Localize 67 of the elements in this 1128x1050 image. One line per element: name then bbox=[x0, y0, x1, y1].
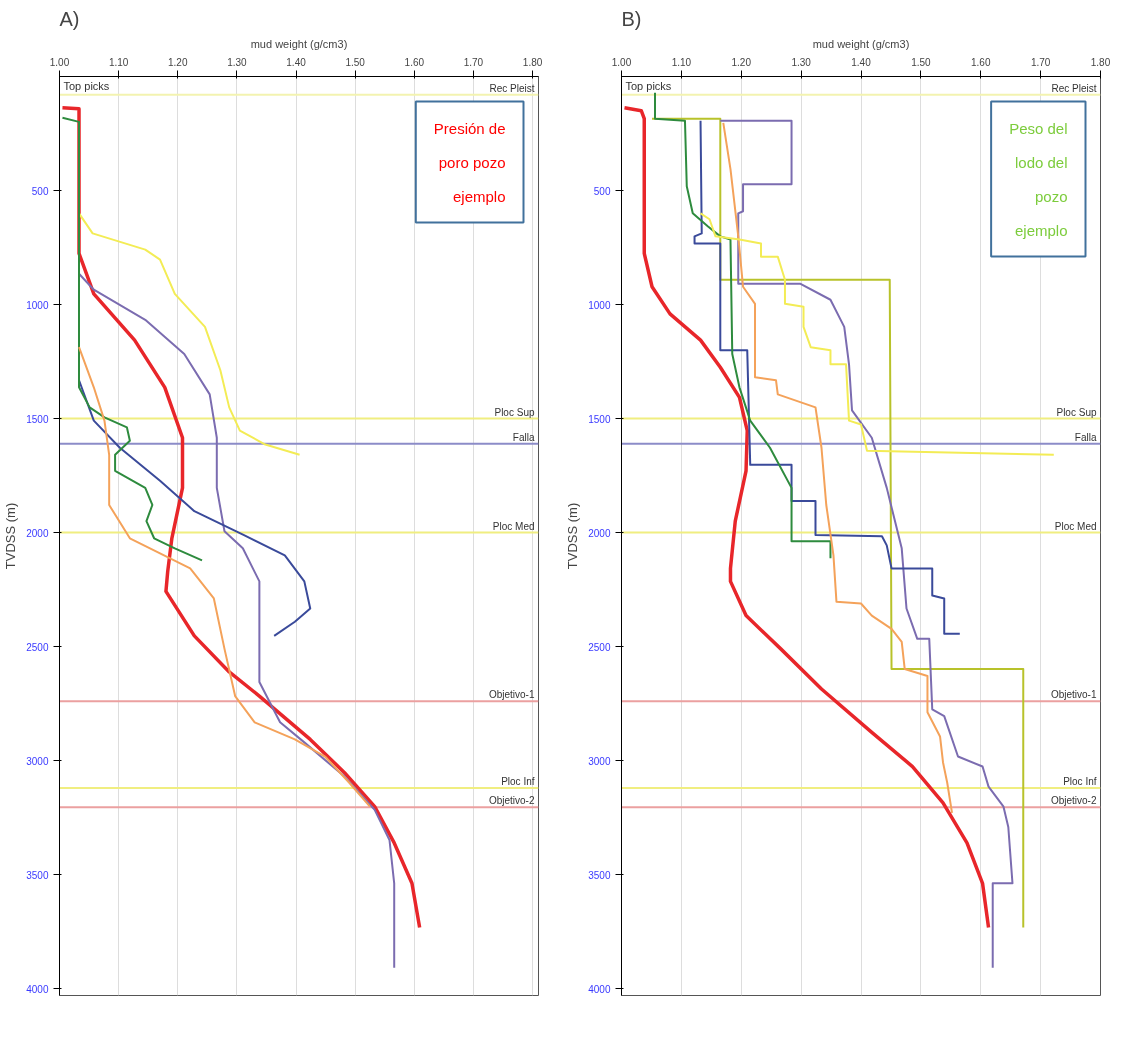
ref-line-label: Rec Pleist bbox=[1051, 82, 1097, 94]
line-series bbox=[78, 379, 312, 637]
y-tick-label: 1500 bbox=[588, 413, 611, 425]
annotation: Top picks bbox=[625, 79, 672, 92]
x-axis-title: mud weight (g/cm3) bbox=[250, 37, 348, 50]
y-tick-label: 2500 bbox=[26, 641, 49, 653]
line-series bbox=[78, 212, 301, 456]
chart-title: A) bbox=[59, 7, 80, 30]
y-tick-label: 1000 bbox=[26, 299, 49, 311]
line-series bbox=[622, 105, 991, 930]
ref-line-label: Ploc Med bbox=[1054, 520, 1097, 532]
ref-line-label: Rec Pleist bbox=[489, 82, 535, 94]
x-tick-label: 1.10 bbox=[108, 56, 129, 68]
line-series bbox=[78, 346, 371, 808]
x-tick-label: 1.20 bbox=[731, 56, 752, 68]
line-series bbox=[722, 121, 954, 814]
y-tick-label: 2500 bbox=[588, 641, 611, 653]
x-tick-label: 1.70 bbox=[1030, 56, 1051, 68]
x-tick-label: 1.40 bbox=[851, 56, 872, 68]
annotation: Presión de poro pozo ejemplo bbox=[433, 119, 506, 205]
y-tick-label: 500 bbox=[593, 185, 611, 197]
x-tick-label: 1.00 bbox=[49, 56, 70, 68]
annotation: Peso del lodo del pozo ejemplo bbox=[1009, 119, 1068, 239]
y-tick-label: 500 bbox=[31, 185, 49, 197]
ref-line-label: Ploc Sup bbox=[1056, 406, 1097, 418]
ref-line-label: Ploc Inf bbox=[501, 775, 535, 787]
y-tick-label: 2000 bbox=[588, 527, 611, 539]
x-tick-label: 1.40 bbox=[286, 56, 307, 68]
ref-line-label: Ploc Med bbox=[492, 520, 535, 532]
ref-line-label: Falla bbox=[1074, 431, 1097, 443]
ref-line-label: Objetivo-1 bbox=[488, 689, 535, 701]
x-tick-label: 1.60 bbox=[971, 56, 991, 68]
x-tick-label: 1.20 bbox=[168, 56, 188, 68]
x-tick-label: 1.50 bbox=[345, 56, 366, 68]
x-tick-label: 1.00 bbox=[611, 56, 632, 68]
y-tick-label: 1000 bbox=[588, 299, 611, 311]
x-tick-label: 1.60 bbox=[404, 56, 425, 68]
x-tick-label: 1.80 bbox=[1090, 56, 1111, 68]
y-tick-label: 1500 bbox=[26, 413, 49, 425]
y-axis-title: TVDSS (m) bbox=[565, 502, 581, 570]
y-tick-label: 4000 bbox=[588, 983, 611, 995]
y-tick-label: 2000 bbox=[26, 527, 49, 539]
x-axis-title: mud weight (g/cm3) bbox=[812, 37, 910, 50]
ref-line-label: Ploc Inf bbox=[1063, 775, 1097, 787]
ref-line-label: Objetivo-2 bbox=[1050, 795, 1097, 807]
ref-line-label: Objetivo-2 bbox=[488, 795, 535, 807]
y-tick-label: 4000 bbox=[26, 983, 49, 995]
ref-line-label: Objetivo-1 bbox=[1050, 689, 1097, 701]
y-tick-label: 3500 bbox=[588, 869, 611, 881]
x-tick-label: 1.80 bbox=[522, 56, 543, 68]
y-tick-label: 3000 bbox=[26, 755, 49, 767]
annotation: Top picks bbox=[63, 79, 110, 92]
y-axis-title: TVDSS (m) bbox=[3, 502, 19, 570]
x-tick-label: 1.30 bbox=[227, 56, 248, 68]
line-series bbox=[61, 116, 204, 562]
line-series bbox=[78, 272, 396, 969]
ref-line-label: Falla bbox=[512, 431, 535, 443]
x-tick-label: 1.30 bbox=[791, 56, 812, 68]
line-series bbox=[693, 119, 961, 635]
chart-title: B) bbox=[621, 7, 642, 30]
x-tick-label: 1.10 bbox=[671, 56, 692, 68]
y-tick-label: 3500 bbox=[26, 869, 49, 881]
line-series bbox=[654, 91, 832, 560]
x-tick-label: 1.70 bbox=[463, 56, 484, 68]
x-tick-label: 1.50 bbox=[911, 56, 932, 68]
ref-line-label: Ploc Sup bbox=[494, 406, 535, 418]
y-tick-label: 3000 bbox=[588, 755, 611, 767]
